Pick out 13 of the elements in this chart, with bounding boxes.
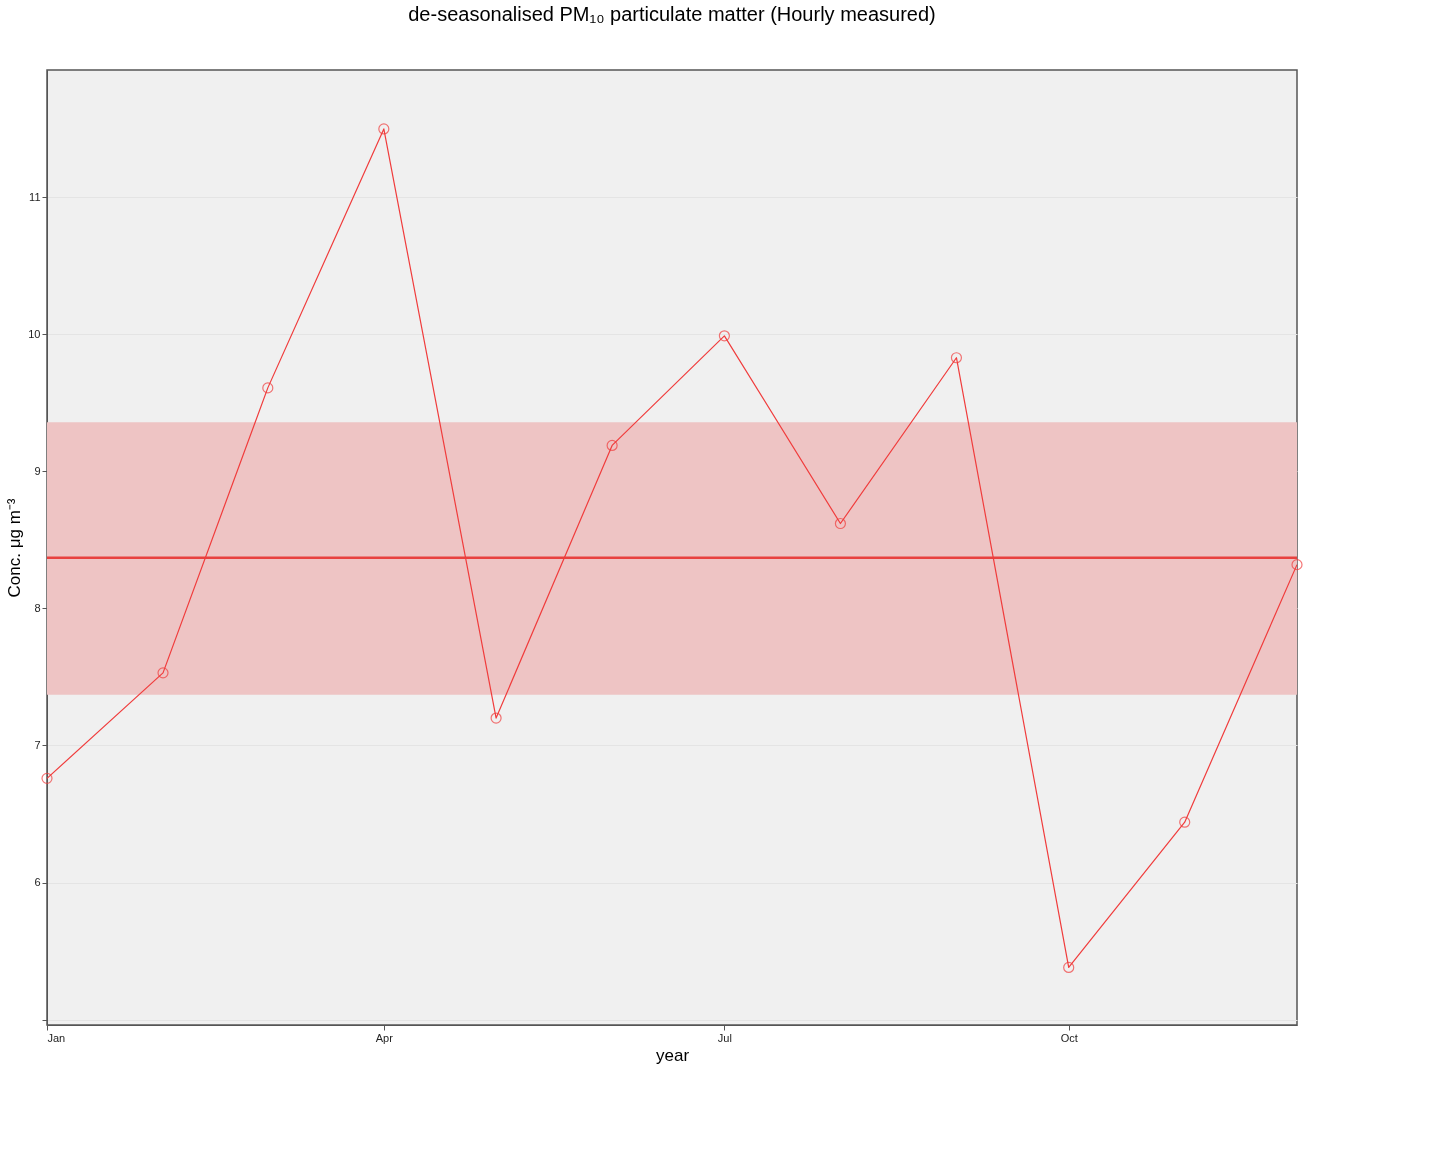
chart-title: de-seasonalised PM₁₀ particulate matter (Hourly measured) <box>408 3 936 25</box>
x-tick-label: Jul <box>717 1031 732 1044</box>
x-tick-label: Jan <box>47 1031 66 1044</box>
y-tick-label: 8 <box>34 601 41 614</box>
y-tick-label: 7 <box>34 738 41 751</box>
x-tick-label: Apr <box>375 1031 394 1044</box>
y-tick-label: 9 <box>34 464 41 477</box>
y-tick-label: 11 <box>29 190 41 203</box>
y-tick-label: 6 <box>34 876 41 888</box>
x-tick-label: Oct <box>1060 1031 1078 1044</box>
y-axis-title: Conc. μg m⁻³ <box>5 498 25 598</box>
y-tick-label: 10 <box>28 327 41 340</box>
x-axis-title: year <box>655 1045 690 1065</box>
